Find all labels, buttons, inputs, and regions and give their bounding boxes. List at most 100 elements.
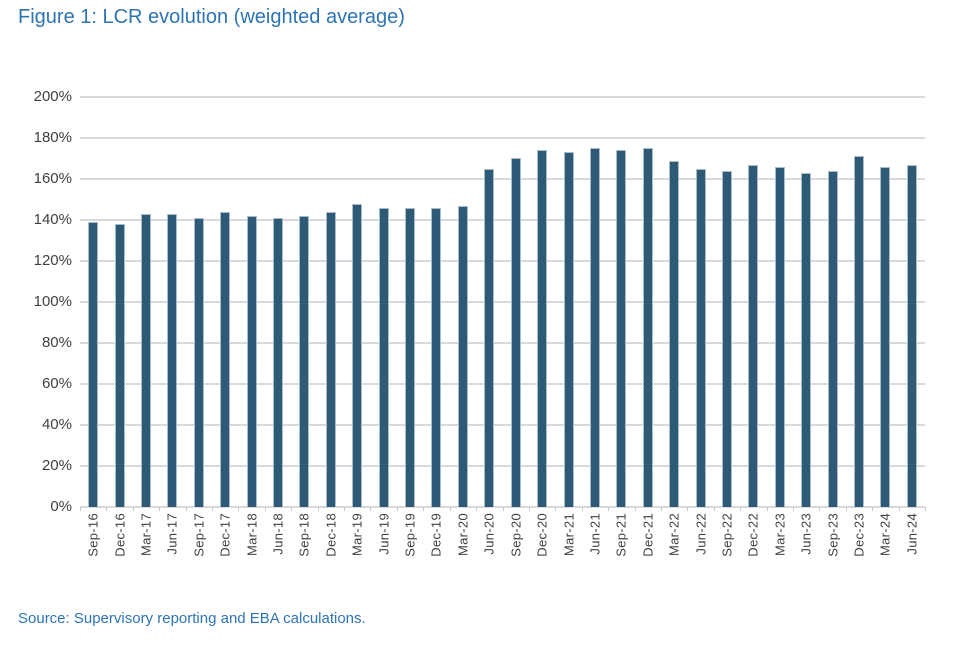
bar-Dec-22 (748, 165, 759, 507)
bar-Mar-23 (774, 167, 785, 507)
x-axis-tick (80, 507, 81, 511)
x-tick-label: Sep-17 (191, 513, 207, 557)
bar-Mar-24 (880, 167, 891, 507)
gridline (80, 96, 925, 98)
x-tick-label: Jun-20 (481, 513, 497, 555)
y-tick-label: 80% (41, 334, 72, 351)
x-axis-tick (423, 507, 425, 511)
bar-Sep-20 (510, 158, 521, 507)
x-axis-tick (106, 507, 108, 511)
x-tick-label: Dec-20 (534, 513, 550, 557)
x-tick-label: Mar-23 (772, 513, 788, 556)
x-tick-label: Sep-20 (508, 513, 524, 557)
x-axis-tick (528, 507, 530, 511)
bar-Mar-22 (669, 161, 680, 507)
gridline (80, 178, 925, 180)
bar-Jun-21 (589, 148, 600, 507)
x-tick-label: Sep-21 (613, 513, 629, 557)
figure-title: Figure 1: LCR evolution (weighted averag… (18, 6, 405, 28)
x-tick-label: Sep-19 (402, 513, 418, 557)
x-axis-tick (687, 507, 689, 511)
gridline (80, 424, 925, 426)
bar-Dec-19 (431, 208, 442, 507)
x-tick-label: Mar-17 (138, 513, 154, 556)
x-tick-label: Mar-21 (561, 513, 577, 556)
x-tick-label: Jun-22 (693, 513, 709, 555)
gridline (80, 342, 925, 344)
bar-Mar-17 (141, 214, 152, 507)
bar-Sep-16 (88, 222, 99, 507)
x-axis-tick (845, 507, 847, 511)
x-axis-tick (449, 507, 451, 511)
gridline (80, 260, 925, 262)
x-tick-label: Jun-23 (798, 513, 814, 555)
bar-Jun-18 (273, 218, 284, 507)
x-tick-label: Mar-19 (349, 513, 365, 556)
x-tick-label: Sep-18 (296, 513, 312, 557)
y-tick-label: 140% (33, 211, 72, 228)
bar-Mar-20 (457, 206, 468, 507)
bar-Sep-17 (193, 218, 204, 507)
x-axis-tick (634, 507, 636, 511)
bar-Dec-21 (642, 148, 653, 507)
x-axis-tick (502, 507, 504, 511)
plot-area (80, 96, 925, 508)
x-tick-label: Jun-21 (587, 513, 603, 555)
x-tick-label: Jun-18 (270, 513, 286, 555)
x-tick-label: Mar-24 (877, 513, 893, 556)
x-tick-label: Mar-22 (666, 513, 682, 556)
y-tick-label: 160% (33, 170, 72, 187)
bar-Dec-23 (853, 156, 864, 507)
x-tick-label: Jun-19 (376, 513, 392, 555)
x-axis-tick (660, 507, 662, 511)
x-tick-label: Dec-19 (428, 513, 444, 557)
y-tick-label: 180% (33, 129, 72, 146)
bar-Sep-23 (827, 171, 838, 507)
bar-Sep-22 (721, 171, 732, 507)
x-axis-tick (159, 507, 161, 511)
x-tick-label: Jun-24 (904, 513, 920, 555)
bar-Mar-18 (246, 216, 257, 507)
x-tick-label: Dec-17 (217, 513, 233, 557)
bar-Jun-17 (167, 214, 178, 507)
y-tick-label: 100% (33, 293, 72, 310)
x-tick-label: Mar-20 (455, 513, 471, 556)
x-axis-tick (713, 507, 715, 511)
x-tick-label: Dec-18 (323, 513, 339, 557)
bar-Mar-21 (563, 152, 574, 507)
bar-Jun-19 (378, 208, 389, 507)
x-axis-tick (555, 507, 557, 511)
x-axis-tick (132, 507, 134, 511)
bar-Jun-24 (906, 165, 917, 507)
x-axis-tick (740, 507, 742, 511)
x-tick-label: Dec-22 (745, 513, 761, 557)
x-axis-tick (608, 507, 610, 511)
x-tick-label: Jun-17 (164, 513, 180, 555)
gridline (80, 383, 925, 385)
x-axis-tick (792, 507, 794, 511)
y-tick-label: 40% (41, 416, 72, 433)
bar-Sep-18 (299, 216, 310, 507)
bar-Sep-21 (616, 150, 627, 507)
x-axis-tick (819, 507, 821, 511)
bar-Jun-22 (695, 169, 706, 507)
bar-Dec-17 (220, 212, 231, 507)
x-axis-tick (344, 507, 346, 511)
x-axis-tick (212, 507, 214, 511)
bar-Sep-19 (405, 208, 416, 507)
x-tick-label: Mar-18 (244, 513, 260, 556)
x-axis-tick (264, 507, 266, 511)
gridline (80, 219, 925, 221)
x-axis-tick (925, 507, 926, 511)
x-axis-tick (185, 507, 187, 511)
bar-Mar-19 (352, 204, 363, 507)
y-tick-label: 120% (33, 252, 72, 269)
gridline (80, 301, 925, 303)
x-axis-tick (291, 507, 293, 511)
bar-Dec-18 (325, 212, 336, 507)
x-tick-label: Dec-21 (640, 513, 656, 557)
x-axis-tick (581, 507, 583, 511)
bar-Dec-20 (537, 150, 548, 507)
x-axis-tick (872, 507, 874, 511)
